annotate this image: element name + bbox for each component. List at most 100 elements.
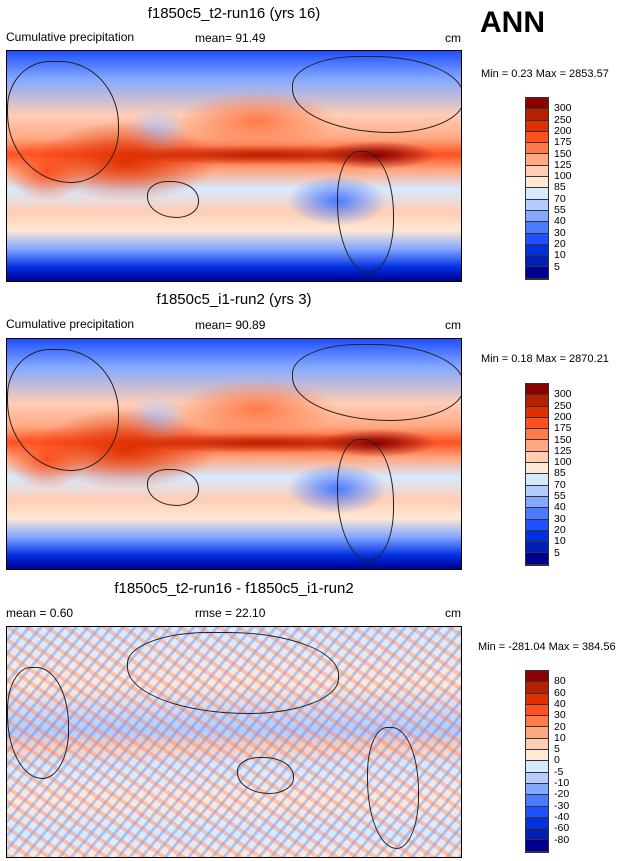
colorbar-box bbox=[526, 761, 548, 773]
colorbar-tick-label: 200 bbox=[554, 124, 572, 137]
colorbar-box bbox=[526, 222, 548, 234]
continent-outline bbox=[292, 344, 461, 421]
colorbar-box bbox=[526, 210, 548, 223]
continent-outline bbox=[367, 727, 419, 849]
colorbar-box bbox=[526, 795, 548, 807]
colorbar-tick-label: 10 bbox=[554, 249, 566, 262]
colorbar-tick-label: 30 bbox=[554, 709, 566, 722]
colorbar-tick-label: 5 bbox=[554, 743, 560, 756]
colorbar-box bbox=[526, 750, 548, 762]
colorbar-tick-label: 20 bbox=[554, 720, 566, 733]
colorbar-box bbox=[526, 395, 548, 407]
colorbar-box bbox=[526, 143, 548, 155]
panel2-title: f1850c5_i1-run2 (yrs 3) bbox=[156, 291, 312, 308]
panel3-title: f1850c5_t2-run16 - f1850c5_i1-run2 bbox=[114, 580, 354, 597]
colorbar-box bbox=[526, 109, 548, 121]
colorbar-box bbox=[526, 682, 548, 694]
colorbar-box bbox=[526, 817, 548, 830]
colorbar-box bbox=[526, 98, 548, 110]
colorbar-box bbox=[526, 738, 548, 751]
colorbar-tick-label: -10 bbox=[554, 777, 570, 789]
colorbar-box bbox=[526, 256, 548, 268]
colorbar-box bbox=[526, 154, 548, 166]
panel1-colorbar bbox=[525, 97, 549, 280]
colorbar-tick-label: 5 bbox=[554, 260, 560, 273]
season-label: ANN bbox=[480, 6, 545, 39]
colorbar-box bbox=[526, 406, 548, 418]
colorbar-box bbox=[526, 165, 548, 178]
colorbar-tick-label: 30 bbox=[554, 512, 566, 525]
colorbar-box bbox=[526, 244, 548, 257]
panel1-mean: mean= 91.49 bbox=[195, 31, 266, 45]
colorbar-box bbox=[526, 508, 548, 520]
colorbar-box bbox=[526, 267, 548, 279]
panel2-colorbar bbox=[525, 383, 549, 566]
colorbar-box bbox=[526, 716, 548, 728]
colorbar-tick-label: 10 bbox=[554, 731, 566, 744]
colorbar-tick-label: 10 bbox=[554, 535, 566, 548]
colorbar-tick-label: -5 bbox=[554, 765, 564, 778]
colorbar-tick-label: 70 bbox=[554, 192, 566, 205]
panel2-map bbox=[6, 338, 462, 570]
colorbar-box bbox=[526, 671, 548, 683]
colorbar-tick-label: 40 bbox=[554, 501, 566, 514]
panel3-map bbox=[6, 626, 462, 858]
colorbar-box bbox=[526, 417, 548, 430]
colorbar-box bbox=[526, 440, 548, 452]
colorbar-tick-label: 100 bbox=[554, 456, 572, 469]
panel3-rmse: rmse = 22.10 bbox=[195, 606, 266, 620]
colorbar-tick-label: 300 bbox=[554, 388, 572, 401]
colorbar-tick-label: 55 bbox=[554, 204, 566, 216]
colorbar-tick-label: 250 bbox=[554, 399, 572, 412]
colorbar-box bbox=[526, 783, 548, 796]
colorbar-tick-label: 300 bbox=[554, 102, 572, 115]
colorbar-box bbox=[526, 485, 548, 497]
colorbar-tick-label: 85 bbox=[554, 467, 566, 480]
panel3-colorbar bbox=[525, 670, 549, 853]
colorbar-box bbox=[526, 829, 548, 841]
colorbar-tick-label: 80 bbox=[554, 675, 566, 688]
colorbar-box bbox=[526, 519, 548, 531]
panel3-units: cm bbox=[445, 606, 461, 620]
colorbar-tick-label: 70 bbox=[554, 478, 566, 491]
continent-outline bbox=[337, 151, 394, 273]
continent-outline bbox=[7, 61, 119, 183]
colorbar-tick-label: -40 bbox=[554, 810, 570, 823]
colorbar-tick-label: 55 bbox=[554, 490, 566, 502]
panel1-units: cm bbox=[445, 31, 461, 45]
colorbar-tick-label: 20 bbox=[554, 237, 566, 250]
colorbar-box bbox=[526, 463, 548, 475]
colorbar-box bbox=[526, 806, 548, 818]
colorbar-box bbox=[526, 188, 548, 200]
continent-outline bbox=[7, 667, 69, 779]
colorbar-box bbox=[526, 553, 548, 565]
colorbar-tick-label: 200 bbox=[554, 410, 572, 423]
continent-outline bbox=[237, 757, 294, 794]
colorbar-box bbox=[526, 233, 548, 245]
continent-outline bbox=[127, 632, 339, 714]
colorbar-tick-label: 5 bbox=[554, 546, 560, 559]
colorbar-tick-label: 100 bbox=[554, 170, 572, 183]
panel1-map bbox=[6, 50, 462, 282]
colorbar-tick-label: 40 bbox=[554, 697, 566, 710]
colorbar-tick-label: 125 bbox=[554, 444, 572, 457]
colorbar-tick-label: 150 bbox=[554, 433, 572, 446]
colorbar-tick-label: -30 bbox=[554, 799, 570, 812]
colorbar-tick-label: -80 bbox=[554, 833, 570, 846]
colorbar-tick-label: 125 bbox=[554, 158, 572, 171]
panel3-mean: mean = 0.60 bbox=[6, 606, 74, 620]
colorbar-box bbox=[526, 199, 548, 211]
colorbar-tick-label: 60 bbox=[554, 686, 566, 699]
panel2-units: cm bbox=[445, 318, 461, 332]
panel2-left-label: Cumulative precipitation bbox=[6, 317, 135, 331]
colorbar-box bbox=[526, 840, 548, 852]
colorbar-tick-label: -60 bbox=[554, 822, 570, 835]
colorbar-tick-label: 85 bbox=[554, 181, 566, 194]
colorbar-tick-label: 175 bbox=[554, 422, 572, 435]
panel3-minmax: Min = -281.04 Max = 384.56 bbox=[478, 641, 616, 653]
colorbar-box bbox=[526, 451, 548, 464]
colorbar-tick-label: 175 bbox=[554, 136, 572, 149]
colorbar-box bbox=[526, 474, 548, 486]
colorbar-box bbox=[526, 772, 548, 784]
colorbar-tick-label: 150 bbox=[554, 147, 572, 160]
